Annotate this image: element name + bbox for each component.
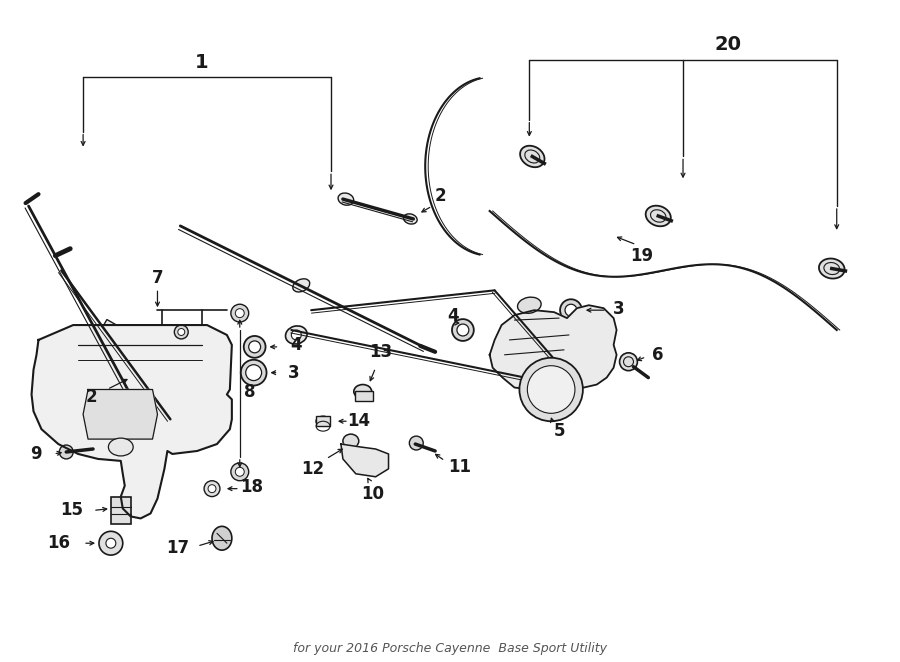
Ellipse shape (338, 193, 354, 205)
Text: 20: 20 (715, 35, 742, 54)
Circle shape (565, 305, 577, 316)
Text: 11: 11 (448, 458, 472, 476)
Text: 5: 5 (554, 422, 565, 440)
Text: 19: 19 (630, 247, 652, 265)
Text: 18: 18 (240, 478, 263, 496)
Text: 13: 13 (369, 343, 392, 361)
Circle shape (99, 532, 122, 555)
Text: for your 2016 Porsche Cayenne  Base Sport Utility: for your 2016 Porsche Cayenne Base Sport… (293, 642, 607, 655)
Ellipse shape (518, 297, 541, 313)
Bar (111, 496, 130, 524)
Ellipse shape (108, 438, 133, 456)
Circle shape (204, 481, 220, 496)
Circle shape (59, 445, 73, 459)
Polygon shape (341, 444, 389, 477)
Text: 16: 16 (47, 534, 70, 552)
Text: 7: 7 (152, 269, 163, 287)
Circle shape (208, 485, 216, 493)
Circle shape (410, 436, 423, 450)
Circle shape (231, 305, 248, 322)
Circle shape (231, 463, 248, 481)
Text: 3: 3 (287, 363, 299, 382)
Polygon shape (83, 389, 158, 439)
Ellipse shape (316, 416, 330, 426)
Circle shape (519, 357, 583, 421)
Text: 14: 14 (347, 412, 370, 430)
Text: 4: 4 (447, 307, 459, 325)
Circle shape (452, 319, 473, 341)
Text: 3: 3 (613, 300, 625, 318)
Circle shape (560, 299, 582, 321)
Text: 6: 6 (652, 346, 664, 364)
Bar (316, 416, 330, 426)
Ellipse shape (343, 434, 359, 448)
Bar (98, 320, 117, 341)
Text: 10: 10 (361, 485, 384, 502)
Ellipse shape (645, 206, 670, 226)
Circle shape (178, 328, 184, 336)
Circle shape (162, 409, 178, 425)
Text: 2: 2 (86, 389, 97, 406)
Circle shape (527, 365, 575, 413)
Text: 2: 2 (435, 187, 446, 205)
Polygon shape (32, 325, 232, 518)
Text: 4: 4 (291, 336, 302, 354)
Ellipse shape (285, 326, 307, 344)
Circle shape (246, 365, 262, 381)
Text: 15: 15 (59, 502, 83, 520)
Circle shape (619, 353, 637, 371)
Ellipse shape (292, 279, 310, 292)
Bar (355, 391, 373, 401)
Circle shape (244, 336, 266, 357)
Text: 9: 9 (30, 445, 41, 463)
Ellipse shape (819, 258, 844, 279)
Ellipse shape (520, 146, 544, 167)
Polygon shape (490, 305, 616, 389)
Ellipse shape (544, 373, 563, 390)
Circle shape (457, 324, 469, 336)
Text: 12: 12 (302, 460, 325, 478)
Circle shape (235, 308, 244, 318)
Ellipse shape (212, 526, 232, 550)
Text: 1: 1 (195, 53, 209, 71)
Ellipse shape (354, 385, 372, 399)
Circle shape (248, 341, 261, 353)
Ellipse shape (403, 214, 418, 224)
Text: 8: 8 (244, 383, 256, 401)
Circle shape (241, 359, 266, 385)
Text: 17: 17 (166, 539, 189, 557)
Circle shape (106, 538, 116, 548)
Circle shape (235, 467, 244, 476)
Circle shape (175, 325, 188, 339)
Circle shape (292, 330, 302, 340)
